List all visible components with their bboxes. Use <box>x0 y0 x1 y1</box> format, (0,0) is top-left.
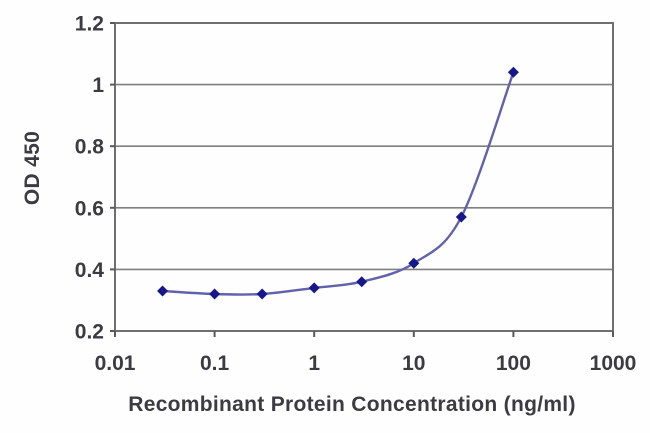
y-tick-label: 0.6 <box>75 197 104 220</box>
y-tick-label: 0.8 <box>75 136 105 159</box>
y-tick-label: 0.2 <box>75 321 104 344</box>
series-line <box>161 71 515 296</box>
plot-border <box>114 22 614 332</box>
x-axis-title: Recombinant Protein Concentration (ng/ml… <box>128 393 576 416</box>
data-point-marker <box>256 288 268 300</box>
x-tick-label: 0.01 <box>95 352 136 375</box>
data-point-marker <box>507 66 519 78</box>
data-point-marker <box>209 288 221 300</box>
x-tick-label: 100 <box>496 352 531 375</box>
x-tick-label: 1 <box>308 352 320 375</box>
y-tick-label: 1.2 <box>75 13 104 36</box>
data-point-marker <box>157 285 169 297</box>
x-tick-label: 0.1 <box>200 352 230 375</box>
x-tick-label: 10 <box>402 352 425 375</box>
data-point-marker <box>308 282 320 294</box>
y-tick-label: 1 <box>92 74 104 97</box>
y-tick-label: 0.4 <box>75 259 105 282</box>
y-axis-title: OD 450 <box>21 130 44 206</box>
data-point-marker <box>356 276 368 288</box>
data-point-marker <box>455 211 467 223</box>
data-point-marker <box>408 257 420 269</box>
x-tick-label: 1000 <box>590 352 637 375</box>
